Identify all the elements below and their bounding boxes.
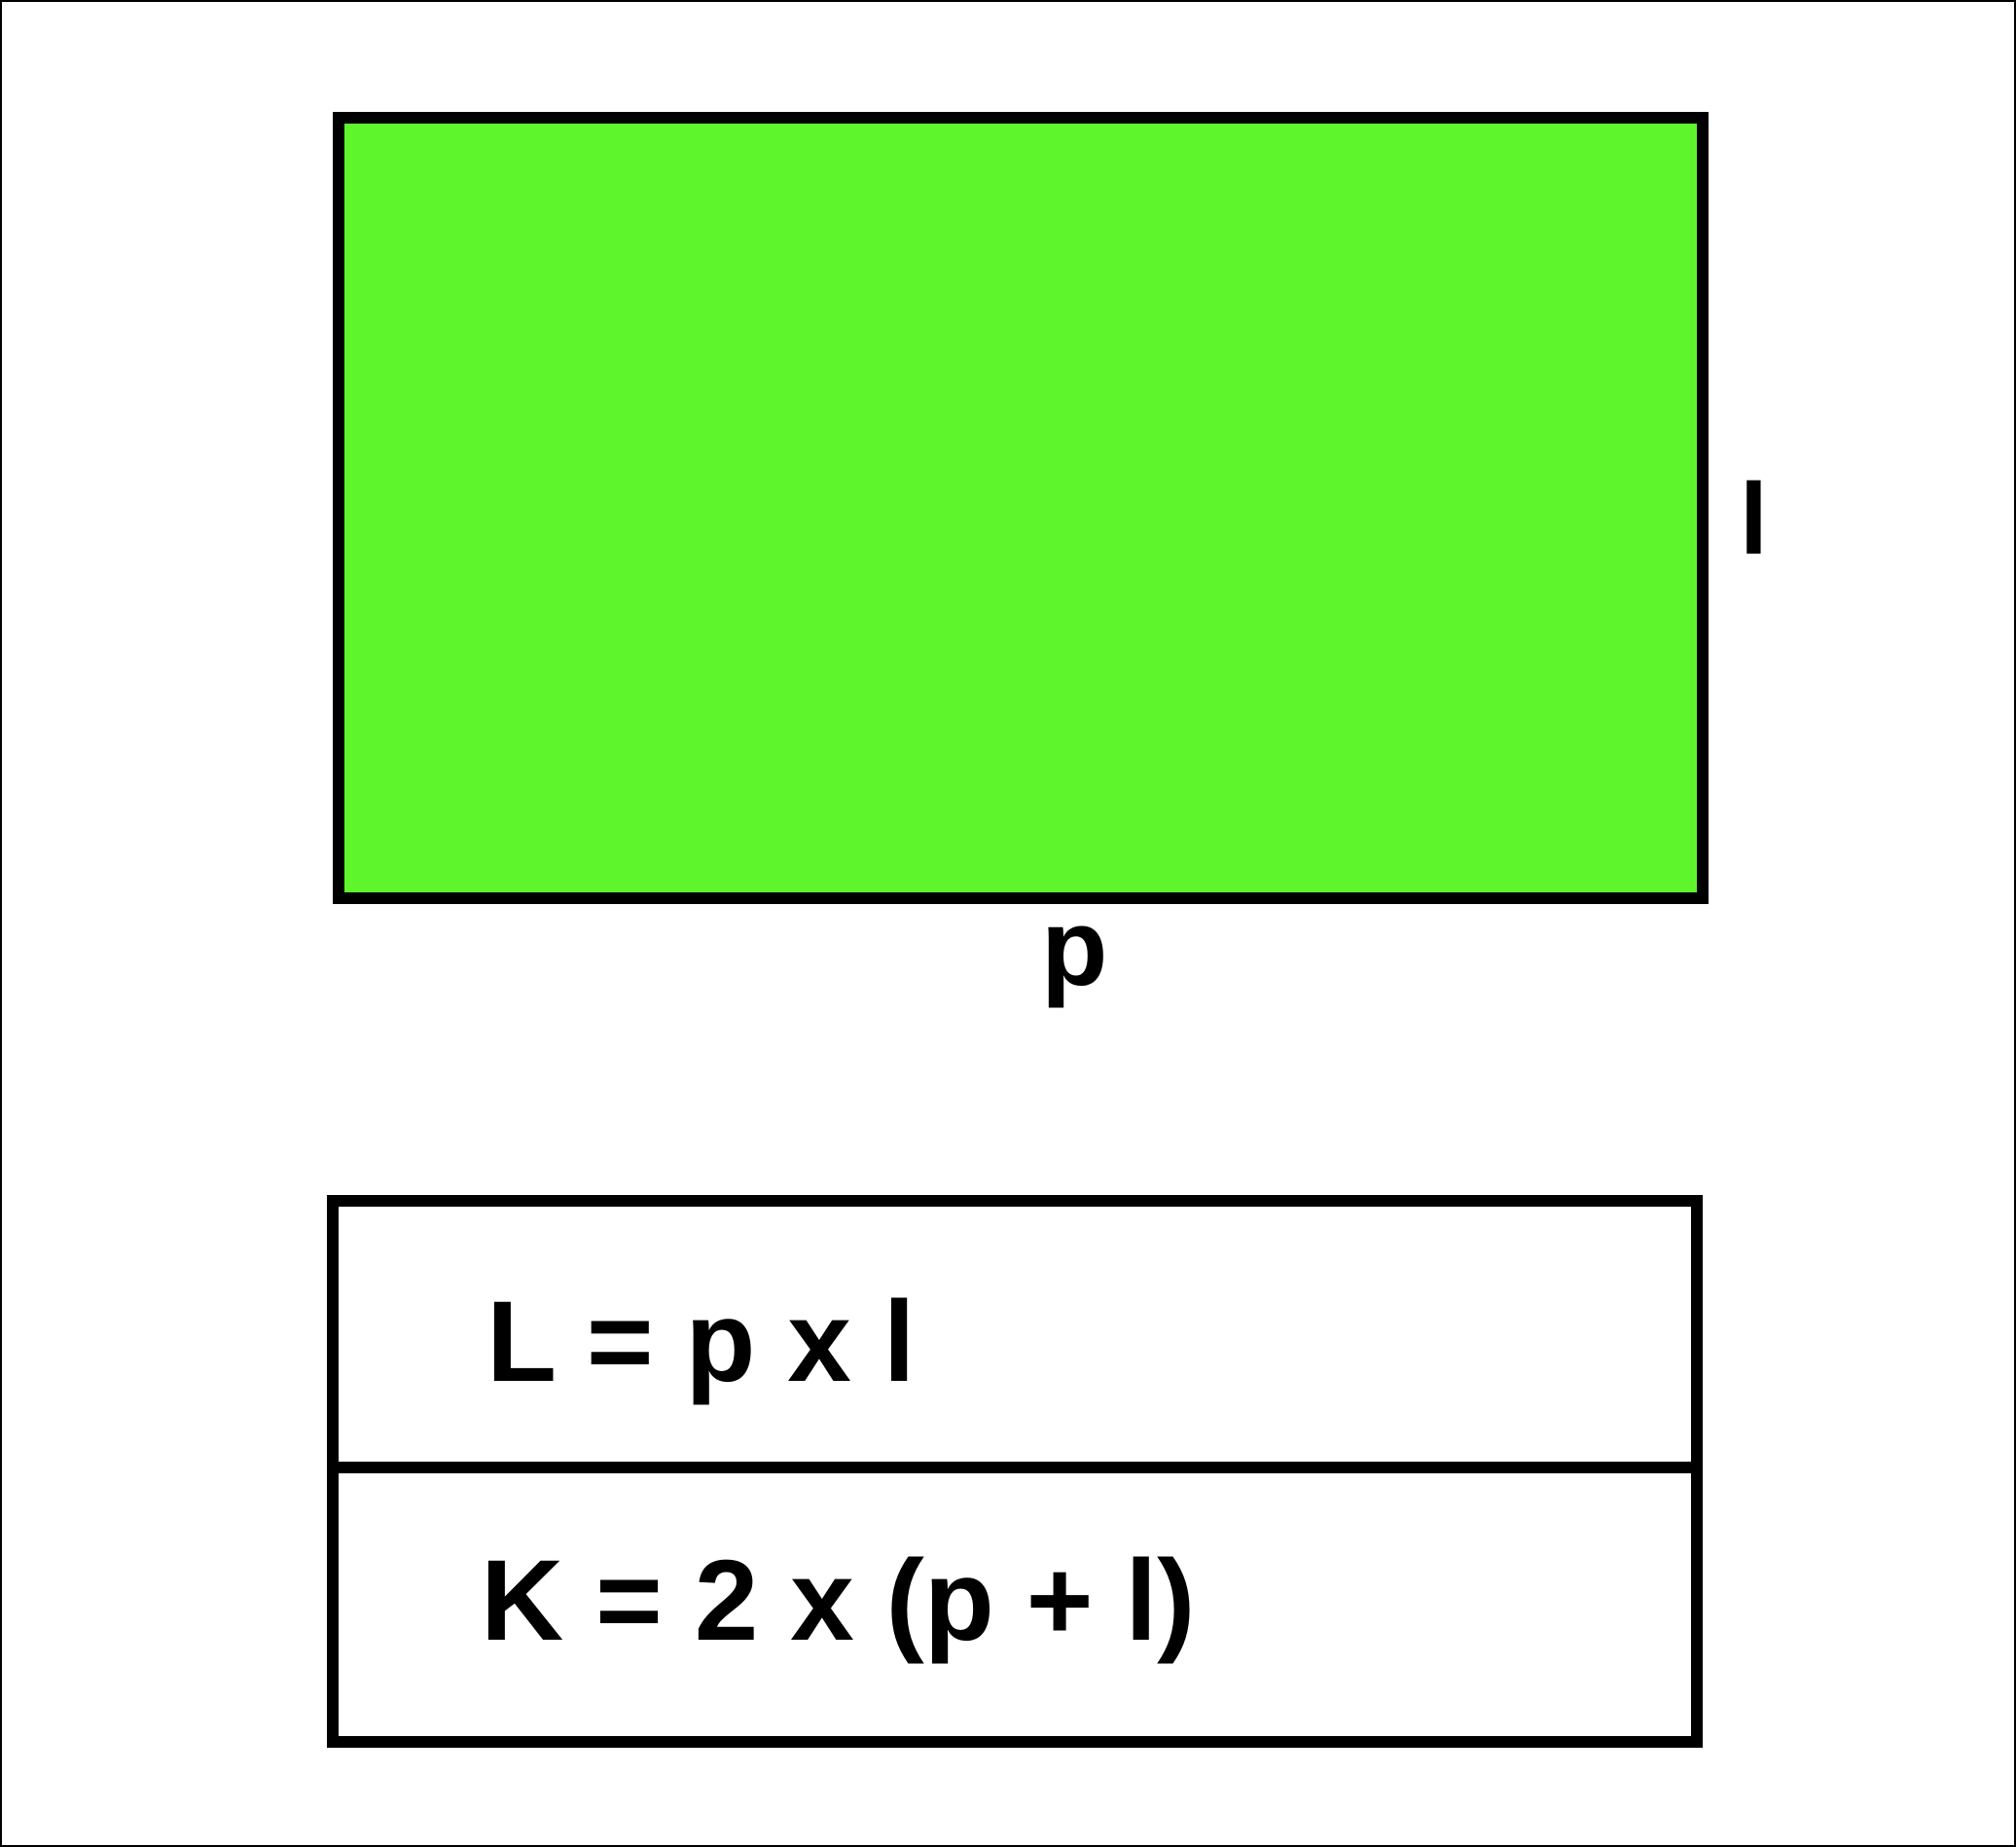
- rectangle-length-label: p: [1041, 887, 1108, 1008]
- area-formula: L = p x l: [486, 1278, 916, 1406]
- perimeter-formula: K = 2 x (p + l): [481, 1537, 1196, 1665]
- green-rectangle: [333, 112, 1709, 904]
- rectangle-width-label: l: [1740, 463, 1768, 576]
- area-formula-row: L = p x l: [339, 1207, 1691, 1473]
- perimeter-formula-row: K = 2 x (p + l): [339, 1485, 1691, 1736]
- formula-table: L = p x l K = 2 x (p + l): [327, 1195, 1703, 1748]
